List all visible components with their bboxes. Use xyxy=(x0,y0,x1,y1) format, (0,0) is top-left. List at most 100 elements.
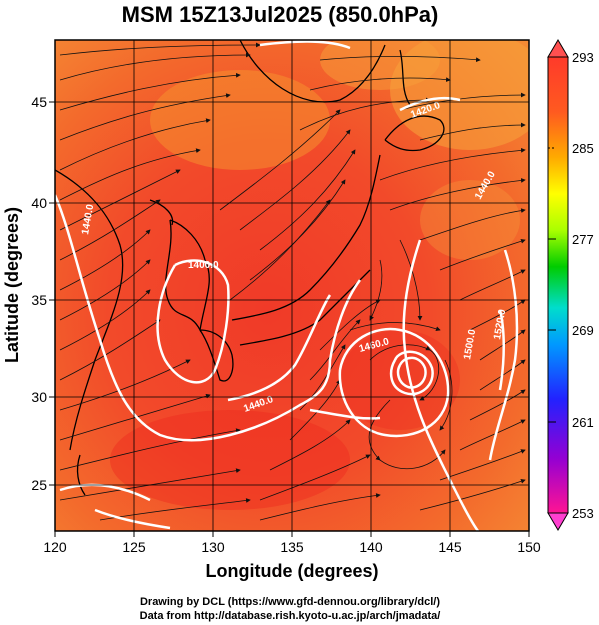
coast-taiwan xyxy=(76,454,86,496)
colorbar-tick: 277 xyxy=(572,232,594,247)
y-tick-label: 25 xyxy=(31,477,47,493)
streamline xyxy=(349,322,441,332)
x-tick-label: 120 xyxy=(43,539,67,555)
x-tick-label: 135 xyxy=(280,539,304,555)
coast-korea xyxy=(164,219,210,333)
y-tick-label: 40 xyxy=(31,195,47,211)
x-tick-label: 130 xyxy=(201,539,225,555)
streamline xyxy=(59,52,251,81)
colorbar-bottom-arrow xyxy=(547,512,569,531)
streamline xyxy=(469,389,526,421)
streamline xyxy=(389,178,526,211)
contour-1420 xyxy=(156,259,230,384)
streamline xyxy=(319,55,481,63)
streamline xyxy=(239,129,351,231)
colorbar-tick: 285 xyxy=(572,141,594,156)
streamline xyxy=(309,319,361,381)
warm-patch-east xyxy=(420,180,520,260)
axis-ticks xyxy=(49,101,530,537)
streamline xyxy=(459,419,526,451)
streamline xyxy=(59,289,151,351)
map-title: MSM 15Z13Jul2025 (850.0hPa) xyxy=(121,2,439,27)
streamline xyxy=(99,498,251,521)
streamline xyxy=(249,179,346,281)
streamline xyxy=(59,319,161,381)
streamline xyxy=(399,239,423,321)
contour-label: 1500.0 xyxy=(462,328,478,360)
streamline xyxy=(319,299,381,351)
contour-1500-outer xyxy=(389,350,434,396)
colorbar-tick: 261 xyxy=(572,415,594,430)
streamline xyxy=(259,149,356,251)
streamline xyxy=(419,122,526,141)
streamline xyxy=(59,169,181,231)
streamline xyxy=(439,359,453,431)
streamline xyxy=(309,77,451,91)
y-tick-label: 35 xyxy=(31,292,47,308)
streamline xyxy=(59,118,211,171)
colorbar: 293 285 277 269 261 253 xyxy=(547,39,594,531)
colorbar-tick-labels: 293 285 277 269 261 253 xyxy=(572,50,594,521)
contour-label: 1400.0 xyxy=(188,260,219,271)
contour-1440-mid xyxy=(227,294,332,402)
y-tick-label: 45 xyxy=(31,94,47,110)
y-tick-label: 30 xyxy=(31,389,47,405)
streamline xyxy=(259,493,381,521)
coast-kyushu xyxy=(199,329,234,382)
streamline xyxy=(229,199,331,301)
streamline xyxy=(369,259,383,321)
y-tick-labels: 25 30 35 40 45 xyxy=(31,94,47,493)
contour-label: 1520.0 xyxy=(492,308,508,340)
contour-1440-west xyxy=(55,194,362,442)
streamline xyxy=(379,147,526,181)
streamline xyxy=(59,93,231,141)
streamline xyxy=(399,92,526,111)
coast-russia xyxy=(239,40,386,103)
streamline xyxy=(59,148,201,201)
colorbar-tick: 269 xyxy=(572,323,594,338)
wind-streamlines xyxy=(59,42,526,521)
colorbar-tick: 253 xyxy=(572,506,594,521)
contour-ne xyxy=(399,96,461,112)
streamline xyxy=(419,478,526,511)
contour-south-1 xyxy=(59,483,151,502)
contour-south-bar xyxy=(309,408,381,420)
x-tick-label: 145 xyxy=(438,539,462,555)
grid-lines xyxy=(55,40,529,531)
streamline xyxy=(59,229,151,291)
contour-1520-east xyxy=(488,249,519,461)
contour-1520 xyxy=(402,239,480,531)
streamline xyxy=(59,259,151,321)
x-tick-labels: 120 125 130 135 140 145 150 xyxy=(43,539,541,555)
y-axis-label: Latitude (degrees) xyxy=(2,207,22,363)
streamline xyxy=(259,454,371,501)
streamline xyxy=(299,97,431,131)
colorbar-gradient xyxy=(547,56,569,514)
colorbar-tick: 293 xyxy=(572,50,594,65)
streamline xyxy=(59,393,211,441)
streamline xyxy=(59,42,261,56)
streamline xyxy=(299,344,346,411)
coast-china xyxy=(55,169,124,451)
streamline xyxy=(289,379,341,441)
streamline xyxy=(439,238,526,271)
coast-liaodong xyxy=(149,199,174,226)
streamline xyxy=(419,208,526,241)
plot-area: 1440.0 1400.0 1420.0 1440.0 1460.0 1500.… xyxy=(55,40,529,531)
x-tick-label: 150 xyxy=(517,539,541,555)
colorbar-top-arrow xyxy=(547,39,569,58)
streamline xyxy=(59,72,241,111)
contour-north xyxy=(259,40,351,50)
contour-1460 xyxy=(338,327,450,438)
streamline xyxy=(219,109,341,211)
x-tick-label: 140 xyxy=(359,539,383,555)
warm-patch-nw xyxy=(150,70,330,170)
streamline xyxy=(59,199,161,261)
streamline xyxy=(459,269,526,301)
warm-patch-ne xyxy=(320,40,440,90)
streamline xyxy=(369,344,439,401)
streamline xyxy=(469,299,526,331)
contour-1500-inner xyxy=(396,356,427,389)
height-contours xyxy=(55,40,519,531)
